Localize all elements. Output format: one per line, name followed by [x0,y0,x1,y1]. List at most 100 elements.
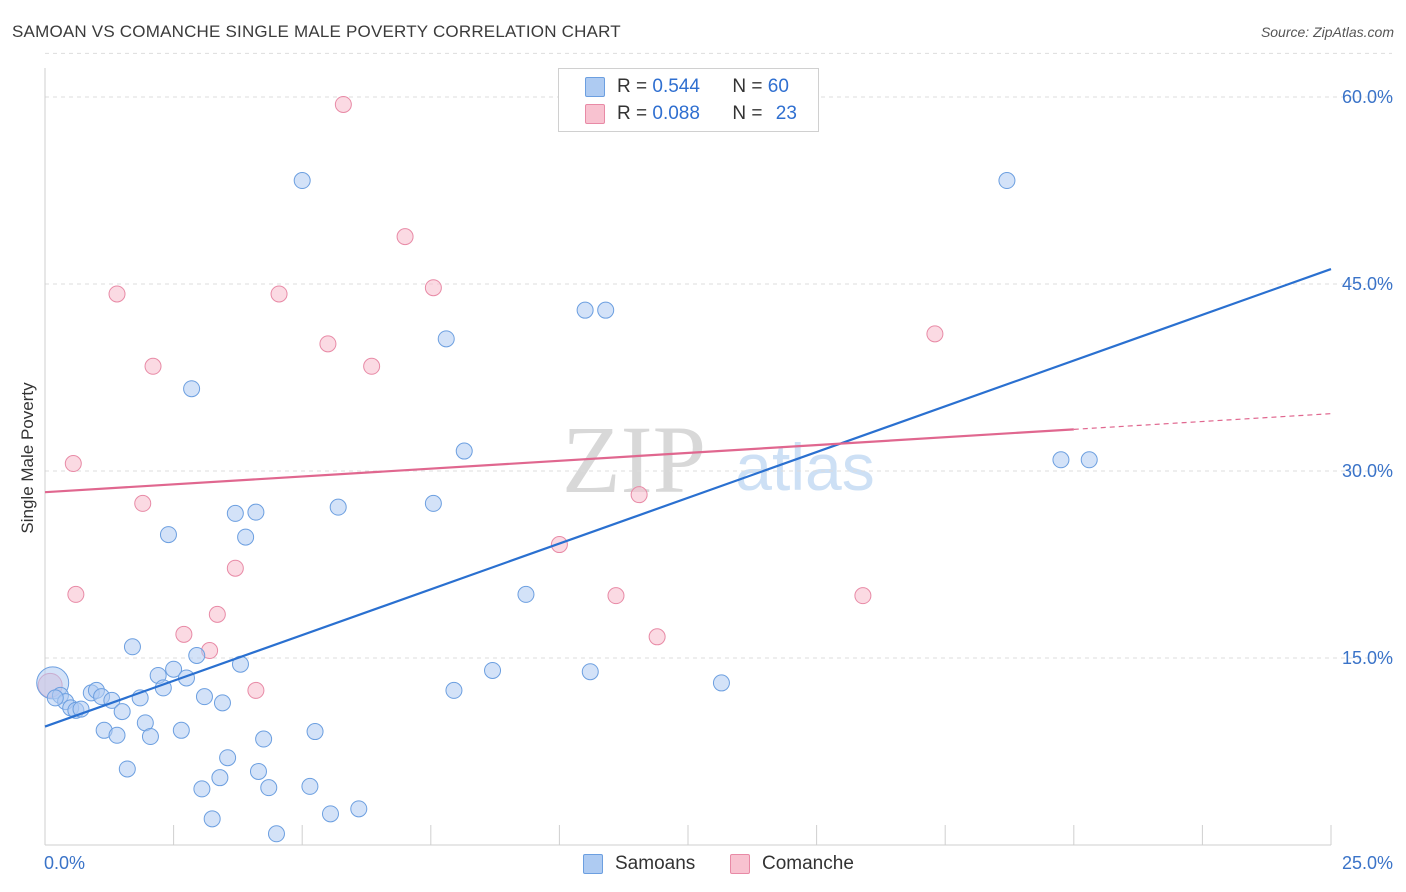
y-tick-label: 15.0% [1342,648,1393,668]
samoans-n-value: 60 [767,76,789,97]
samoans-trend-line [44,268,1332,728]
x-tick-labels: 0.0% 25.0% [44,853,1393,873]
legend: R = 0.544 N = 60 R = 0.088 N = 23 [558,68,819,132]
samoans-point [213,694,231,712]
samoans-point [219,749,237,767]
samoans-point [108,726,126,744]
y-tick-label: 45.0% [1342,274,1393,294]
samoans-point [321,805,339,823]
comanche-trend-line [44,428,1074,494]
bottom-samoans-label: Samoans [615,853,696,874]
comanche-swatch [585,104,605,124]
samoans-point [998,172,1016,190]
samoans-point [455,442,473,460]
comanche-n-label: N = [732,103,763,124]
samoans-point [260,779,278,797]
gridlines [45,52,1392,659]
comanche-point [363,357,381,375]
samoans-point [118,760,136,778]
comanche-point [226,559,244,577]
samoans-point [350,800,368,818]
bottom-legend-samoans: Samoans [583,852,695,876]
samoans-point [46,689,64,707]
samoans-point [1052,451,1070,469]
samoans-point [445,681,463,699]
comanche-point [607,587,625,605]
samoans-point [597,301,615,319]
y-tick-label: 60.0% [1342,87,1393,107]
samoans-point [226,504,244,522]
comanche-point [630,486,648,504]
samoans-point [211,769,229,787]
comanche-point [396,228,414,246]
samoans-points [36,172,1098,843]
comanche-points [37,95,944,699]
samoans-point [1080,451,1098,469]
comanche-trend-extension [1073,413,1332,430]
samoans-point [183,380,201,398]
samoans-point [237,528,255,546]
samoans-swatch [585,77,605,97]
samoans-r-label: R = [617,76,648,97]
bottom-comanche-label: Comanche [762,853,854,874]
samoans-point [329,498,347,516]
samoans-point [195,688,213,706]
y-tick-label: 30.0% [1342,461,1393,481]
samoans-point [576,301,594,319]
x-tick-label: 25.0% [1342,853,1393,873]
comanche-point [175,625,193,643]
comanche-point [926,325,944,343]
comanche-point [424,279,442,297]
comanche-point [67,585,85,603]
bottom-samoans-swatch [583,854,603,874]
comanche-r-label: R = [617,103,648,124]
samoans-r-value: 0.544 [652,76,700,97]
comanche-r-value: 0.088 [652,103,700,124]
watermark-atlas: atlas [735,430,874,504]
samoans-point [267,825,285,843]
comanche-point [648,628,666,646]
legend-row-samoans: R = 0.544 N = 60 [585,75,789,99]
trend-lines [44,268,1332,728]
comanche-point [108,285,126,303]
samoans-point [141,728,159,746]
bottom-legend-comanche: Comanche [730,852,854,876]
samoans-point [165,660,183,678]
samoans-point [484,661,502,679]
legend-row-comanche: R = 0.088 N = 23 [585,102,797,126]
bottom-comanche-swatch [730,854,750,874]
samoans-point [123,638,141,656]
comanche-n-value: 23 [775,103,797,124]
samoans-point [249,762,267,780]
samoans-n-label: N = [732,76,763,97]
samoans-point [113,703,131,721]
samoans-point [247,503,265,521]
comanche-point [319,335,337,353]
samoans-point [581,663,599,681]
comanche-point [144,357,162,375]
zipatlas-watermark: ZIP atlas [562,406,875,513]
samoans-point [437,330,455,348]
samoans-point [188,647,206,665]
comanche-point [64,455,82,473]
samoans-point [193,780,211,798]
comanche-point [270,285,288,303]
samoans-point [203,810,221,828]
samoans-point [159,526,177,544]
samoans-point [172,721,190,739]
samoans-point [293,172,311,190]
source-credit: Source: ZipAtlas.com [1260,24,1394,40]
samoans-point [712,674,730,692]
samoans-point [301,777,319,795]
samoans-point [255,730,273,748]
comanche-point [208,605,226,623]
y-tick-labels: 15.0% 30.0% 45.0% 60.0% [1342,87,1393,668]
x-tick-label: 0.0% [44,853,85,873]
samoans-point [306,723,324,741]
comanche-point [854,587,872,605]
comanche-point [334,95,352,113]
samoans-point [424,494,442,512]
x-ticks [173,825,1332,845]
comanche-point [134,494,152,512]
